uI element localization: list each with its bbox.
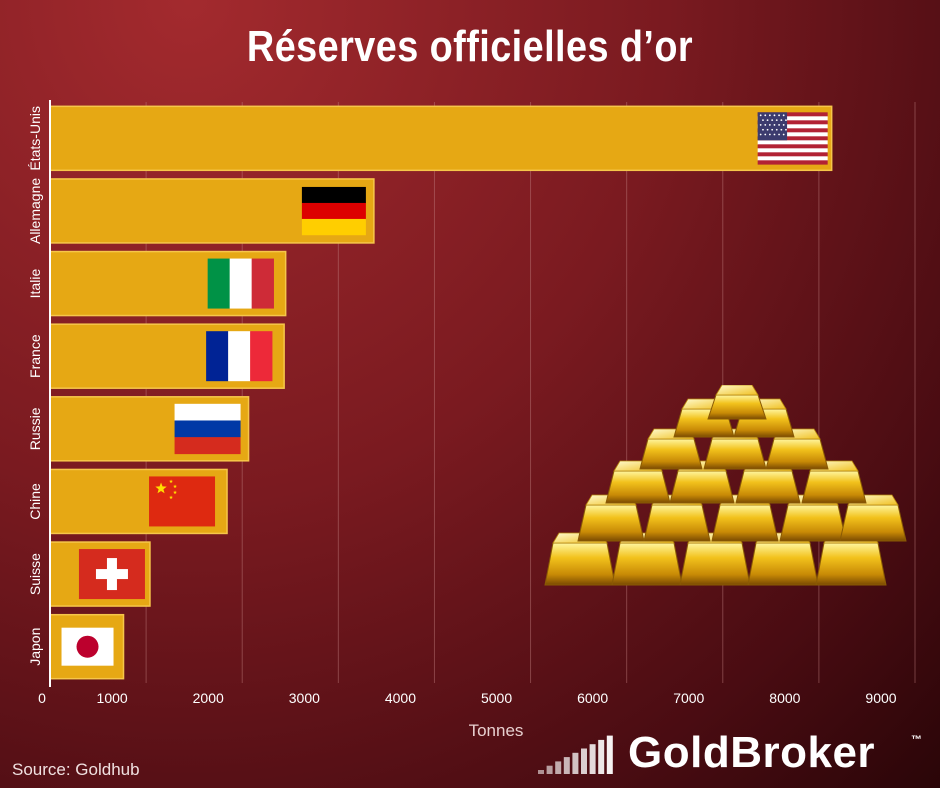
japan-flag (61, 627, 114, 666)
gold-bar-icon (577, 494, 645, 542)
x-tick-label: 8000 (769, 690, 800, 706)
y-tick-label: Suisse (27, 553, 43, 595)
x-tick-label: 7000 (673, 690, 704, 706)
bar (49, 105, 833, 172)
chart-title: Réserves officielles d’or (246, 22, 694, 71)
x-tick-label: 6000 (577, 690, 608, 706)
x-tick-label: 4000 (385, 690, 416, 706)
y-tick-label: France (27, 334, 43, 378)
y-tick-label: Japon (27, 628, 43, 666)
y-tick-label: Italie (27, 269, 43, 299)
x-axis-label: Tonnes (468, 721, 524, 740)
x-tick-label: 9000 (865, 690, 896, 706)
x-tick-label: 1000 (97, 690, 128, 706)
brand-name: GoldBroker (628, 728, 876, 777)
x-tick-label: 0 (38, 690, 46, 706)
us-flag (757, 112, 828, 165)
x-tick-label: 5000 (481, 690, 512, 706)
gold-bar-icon (707, 385, 767, 420)
x-tick-label: 2000 (193, 690, 224, 706)
gold-bar-icon (765, 428, 829, 470)
signal-bars-icon (538, 735, 613, 774)
china-flag (149, 476, 216, 527)
y-tick-label: Allemagne (27, 178, 43, 244)
russia-flag (174, 403, 241, 455)
france-flag (206, 331, 273, 382)
y-tick-label: Russie (27, 407, 43, 450)
x-tick-label: 3000 (289, 690, 320, 706)
germany-flag (301, 186, 366, 236)
switzerland-flag (78, 549, 145, 600)
source-note: Source: Goldhub (12, 760, 140, 779)
y-tick-label: États-Unis (27, 106, 43, 171)
goldbroker-logo: GoldBroker ™ (536, 728, 936, 782)
gold-bar-icon (839, 494, 907, 542)
italy-flag (207, 258, 274, 309)
trademark-mark: ™ (911, 734, 922, 746)
y-tick-label: Chine (27, 483, 43, 520)
gold-bars-pile-icon (544, 385, 907, 586)
